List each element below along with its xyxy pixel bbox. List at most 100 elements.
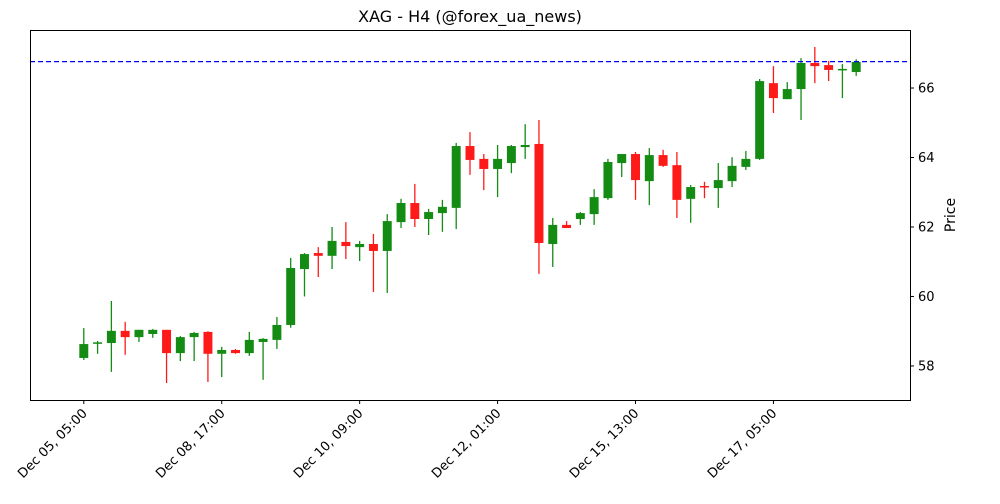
candle-body (520, 144, 530, 148)
candle-body (506, 146, 516, 164)
candle-up (727, 157, 737, 188)
candle-down (465, 132, 475, 175)
candle-down (410, 183, 420, 227)
candle-down (534, 119, 544, 274)
candle-body (79, 344, 89, 358)
candle-down (672, 151, 682, 218)
candle-down (658, 149, 668, 167)
candle-body (672, 165, 682, 200)
candle-body (768, 83, 778, 99)
y-tick-label: 66 (918, 82, 935, 97)
candle-body (493, 158, 503, 169)
candle-body (686, 187, 696, 199)
candle-body (465, 146, 475, 160)
candle-body (713, 180, 723, 189)
candle-body (175, 337, 185, 354)
y-axis-label: Price (943, 198, 959, 232)
candle-body (244, 339, 254, 354)
candle-body (617, 154, 627, 164)
candle-down (203, 331, 213, 382)
y-tick-label: 62 (918, 220, 935, 235)
candle-body (562, 224, 572, 229)
x-tick-label: Dec 17, 05:00 (705, 406, 780, 481)
candle-body (851, 61, 861, 73)
candle-body (368, 244, 378, 251)
candle-up (396, 198, 406, 229)
candle-body (837, 68, 847, 71)
candle-up (741, 150, 751, 171)
x-tick-label: Dec 10, 09:00 (291, 406, 366, 481)
candle-body (272, 324, 282, 340)
candle-up (175, 336, 185, 362)
candle-body (534, 143, 544, 243)
candle-body (644, 155, 654, 182)
candle-body (755, 81, 765, 159)
candle-body (148, 329, 158, 334)
candle-up (782, 82, 792, 100)
candle-down (700, 181, 709, 199)
candle-body (824, 65, 834, 70)
candle-body (410, 203, 420, 219)
candle-up (148, 329, 158, 338)
y-tick-label: 60 (918, 290, 935, 305)
candle-body (741, 158, 751, 167)
candle-body (382, 221, 392, 251)
candle-body (796, 63, 806, 90)
candle-body (700, 185, 709, 188)
candle-up (755, 78, 765, 160)
candle-body (300, 254, 309, 270)
plot-frame (30, 30, 911, 401)
candle-down (631, 151, 640, 200)
candle-up (493, 144, 503, 198)
candle-up (837, 64, 847, 99)
x-tick-label: Dec 05, 05:00 (15, 406, 90, 481)
candle-up (106, 300, 116, 372)
candle-up (217, 346, 227, 378)
candle-down (341, 222, 351, 259)
candle-up (506, 144, 516, 174)
candle-up (589, 189, 599, 225)
candle-up (79, 328, 89, 361)
candle-body (203, 331, 213, 354)
candle-body (341, 241, 351, 247)
candle-down (768, 66, 778, 114)
candle-down (824, 60, 834, 82)
candle-body (548, 224, 558, 245)
candle-body (424, 212, 434, 219)
candle-body (355, 244, 365, 248)
candle-body (396, 203, 406, 223)
candle-body (231, 349, 240, 354)
y-tick-label: 64 (918, 151, 935, 166)
candle-body (106, 330, 116, 344)
candle-body (217, 349, 227, 354)
candle-up (644, 148, 654, 206)
candle-up (686, 184, 696, 223)
candle-down (231, 348, 240, 354)
candle-body (327, 240, 337, 256)
candle-up (548, 217, 558, 267)
candle-body (658, 155, 668, 166)
x-tick-label: Dec 15, 13:00 (567, 406, 642, 481)
candle-up (189, 331, 199, 362)
chart-title: XAG - H4 (@forex_ua_news) (358, 7, 582, 27)
candle-body (437, 206, 447, 214)
candle-up (796, 58, 806, 120)
candle-body (589, 197, 599, 215)
candle-body (727, 165, 737, 182)
candle-down (162, 329, 172, 383)
candle-down (810, 47, 820, 84)
candle-up (244, 331, 254, 356)
candle-down (479, 154, 489, 191)
candle-body (258, 338, 268, 342)
candle-down (313, 247, 323, 278)
candle-down (120, 321, 130, 355)
candle-up (134, 329, 144, 342)
candle-up (300, 253, 309, 297)
candle-up (451, 142, 461, 230)
candle-down (562, 221, 572, 229)
candle-body (782, 89, 792, 100)
candle-up (327, 226, 337, 270)
candle-body (575, 213, 585, 219)
candle-body (603, 162, 613, 199)
